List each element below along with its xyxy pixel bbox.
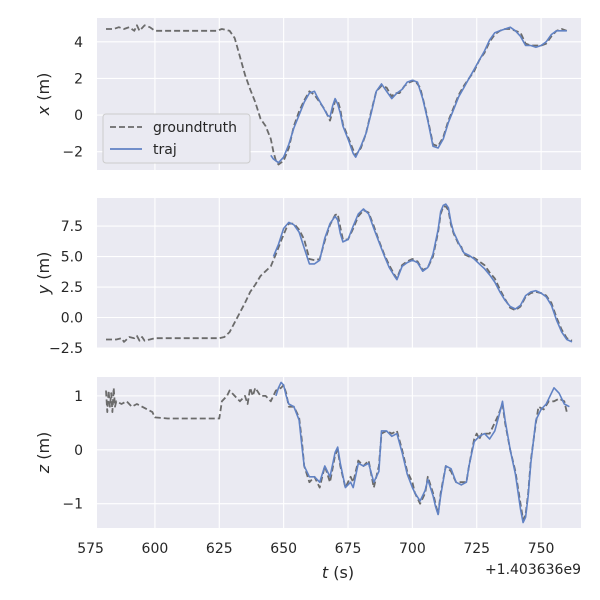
panel-y-ytick-label: 2.5 [61, 280, 83, 296]
x-tick-label: 725 [463, 541, 490, 557]
x-tick-label: 575 [77, 541, 104, 557]
panel-x-series-groundtruth [106, 24, 568, 166]
legend-label-groundtruth: groundtruth [153, 120, 237, 136]
panel-z-grid [97, 377, 581, 528]
x-offset-text: +1.403636e9 [485, 562, 581, 578]
panel-x-ytick-label: −2 [62, 145, 83, 161]
panel-z-series-traj [275, 381, 570, 524]
panel-y-ylabel: y (m) [34, 252, 53, 296]
x-tick-label: 625 [206, 541, 233, 557]
x-tick-label: 600 [142, 541, 169, 557]
panel-x-ytick-label: 4 [74, 35, 83, 51]
panel-x-series-traj [270, 26, 567, 164]
panel-z-ytick-label: 0 [74, 443, 83, 459]
legend: groundtruth traj [102, 113, 251, 164]
panel-x-ytick-label: 2 [74, 71, 83, 87]
panel-z-series [105, 381, 570, 524]
panel-y-series-traj [272, 203, 573, 343]
panel-x-ytick-labels: −2 0 2 4 [62, 35, 83, 161]
panel-y-ytick-label: −2.5 [49, 341, 83, 357]
panel-y-series-groundtruth [106, 205, 573, 343]
panel-y-ytick-label: 7.5 [61, 219, 83, 235]
panel-x-ylabel: x (m) [34, 73, 53, 117]
panel-z-ytick-labels: −1 0 1 [62, 389, 83, 513]
x-tick-label: 675 [335, 541, 362, 557]
panel-z-ytick-label: −1 [62, 497, 83, 513]
x-axis-label: t (s) [322, 563, 354, 582]
panel-y-ytick-labels: −2.5 0.0 2.5 5.0 7.5 [49, 219, 83, 357]
panel-y-ytick-label: 0.0 [61, 311, 83, 327]
panel-y: −2.5 0.0 2.5 5.0 7.5 y (m) [34, 198, 581, 357]
panel-z: −1 0 1 z (m) [34, 377, 581, 528]
panel-x-ytick-label: 0 [74, 108, 83, 124]
legend-label-traj: traj [153, 142, 177, 158]
x-tick-label: 700 [399, 541, 426, 557]
panel-x-series [106, 24, 568, 166]
panel-y-ytick-label: 5.0 [61, 250, 83, 266]
panel-y-series [106, 203, 573, 343]
x-tick-label: 650 [270, 541, 297, 557]
x-tick-label: 750 [528, 541, 555, 557]
x-tick-labels: 575 600 625 650 675 700 725 750 [77, 541, 554, 557]
panel-z-ylabel: z (m) [34, 432, 53, 475]
panel-z-ytick-label: 1 [74, 389, 83, 405]
